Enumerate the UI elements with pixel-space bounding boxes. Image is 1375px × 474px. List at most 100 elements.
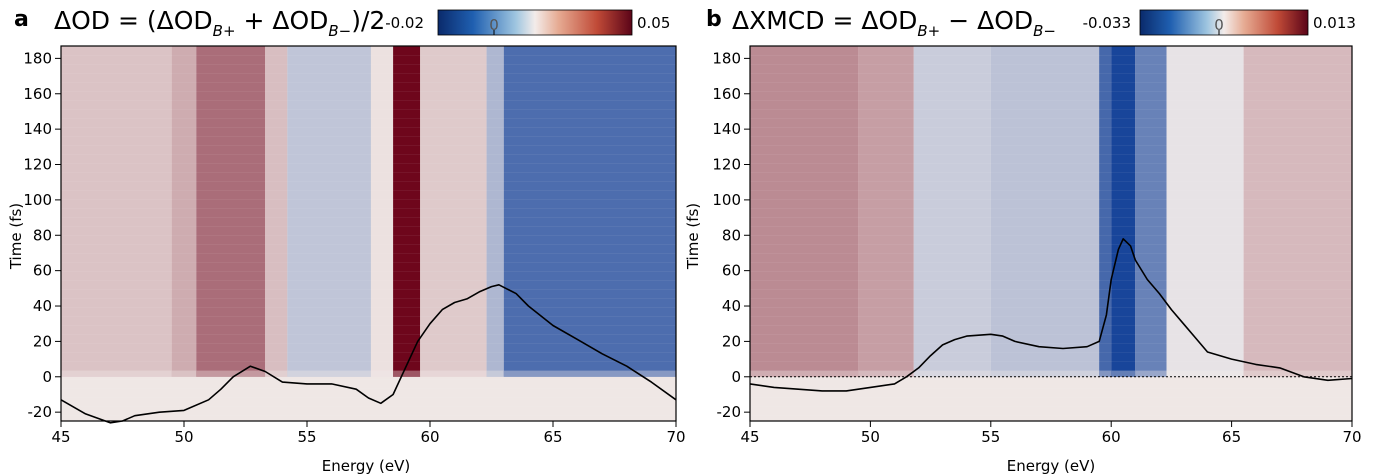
panel-b-heatmap-texture (750, 118, 1352, 119)
panel-b-heatmap-band (1243, 46, 1352, 377)
panel-a-y-tick-label: 40 (33, 297, 52, 315)
panel-a-title: ΔOD = (ΔODB+ + ΔODB−)/2 (54, 6, 385, 40)
panel-a-spectrum-line (60, 283, 677, 424)
panel-a-heatmap-texture (61, 226, 676, 227)
panel-a-colorbar-zero: 0 (489, 16, 499, 34)
panel-b-heatmap-texture (750, 226, 1352, 227)
panel-b-heatmap-texture (750, 55, 1352, 56)
panel-a-heatmap-texture (61, 154, 676, 155)
panel-a-heatmap-band-fade (486, 370, 504, 377)
panel-a-y-tick-label: 100 (23, 191, 52, 209)
panel-a-heatmap-texture (61, 352, 676, 353)
panel-a-heatmap-band (265, 46, 288, 377)
panel-b-y-tick-label: 0 (731, 368, 741, 386)
panel-a-heatmap-texture (61, 298, 676, 299)
panel-b-spectrum-line (749, 238, 1353, 392)
panel-a-x-tick-label: 70 (666, 428, 685, 446)
panel-a-heatmap-band (287, 46, 371, 377)
panel-b-x-tick-label: 70 (1342, 428, 1361, 446)
panel-b-heatmap-band-fade (1135, 370, 1167, 377)
panel-a-heatmap-texture (61, 55, 676, 56)
panel-b-heatmap-texture (750, 208, 1352, 209)
panel-b-heatmap-texture (750, 397, 1352, 398)
panel-a-heatmap-band-fade (196, 370, 266, 377)
panel-b-heatmap-texture (750, 163, 1352, 164)
panel-b-heatmap-texture (750, 172, 1352, 173)
panel-b-y-tick-label: -20 (717, 403, 742, 421)
panel-b-heatmap-texture (750, 127, 1352, 128)
panel-a-heatmap-band (503, 46, 676, 377)
panel-a-heatmap-texture (61, 379, 676, 380)
panel-b-heatmap-band-fade (913, 370, 991, 377)
panel-b-y-tick-label: 40 (722, 297, 741, 315)
panel-b-heatmap-texture (750, 316, 1352, 317)
panel-a-heatmap-band-fade (61, 370, 172, 377)
panel-a-y-tick-label: -20 (28, 403, 53, 421)
panel-a-y-tick-label: 120 (23, 156, 52, 174)
panel-a-y-tick-label: 80 (33, 226, 52, 244)
panel-a-x-tick-label: 45 (51, 428, 70, 446)
panel-b-x-tick-label: 60 (1102, 428, 1121, 446)
panel-b-heatmap-band-fade (1099, 370, 1112, 377)
panel-b-heatmap-texture (750, 235, 1352, 236)
panel-b-heatmap-texture (750, 415, 1352, 416)
panel-a-heatmap-band (393, 46, 421, 377)
panel-b-heatmap-band-fade (990, 370, 1100, 377)
panel-b-heatmap-band (1099, 46, 1112, 377)
panel-b-heatmap-texture (750, 406, 1352, 407)
panel-b-heatmap-texture (750, 64, 1352, 65)
panel-a-y-tick-label: 180 (23, 49, 52, 67)
panel-a-x-tick-label: 65 (543, 428, 562, 446)
panel-b-heatmap-texture (750, 352, 1352, 353)
panel-b-heatmap-band (913, 46, 991, 377)
panel-a-heatmap-texture (61, 388, 676, 389)
panel-a-heatmap-band (61, 46, 172, 377)
panel-b-heatmap-texture (750, 199, 1352, 200)
panel-b-heatmap-texture (750, 145, 1352, 146)
panel-b-heatmap-texture (750, 370, 1352, 371)
panel-a-y-tick-label: 60 (33, 262, 52, 280)
panel-b-x-tick-label: 65 (1222, 428, 1241, 446)
panel-a-heatmap-texture (61, 145, 676, 146)
panel-a-y-tick-label: 0 (42, 368, 52, 386)
panel-a-heatmap-texture (61, 334, 676, 335)
panel-a-heatmap-texture (61, 172, 676, 173)
panel-b-heatmap-band (858, 46, 914, 377)
panel-a-heatmap-texture (61, 316, 676, 317)
panel-a-heatmap-texture (61, 208, 676, 209)
panel-b-heatmap-texture (750, 325, 1352, 326)
panel-a-heatmap-texture (61, 343, 676, 344)
panel-a-heatmap-texture (61, 217, 676, 218)
panel-a-heatmap-band (370, 46, 394, 377)
panel-b-heatmap-texture (750, 136, 1352, 137)
panel-b-heatmap-texture (750, 181, 1352, 182)
panel-a-heatmap-texture (61, 307, 676, 308)
panel-a-heatmap-texture (61, 361, 676, 362)
panel-b-heatmap-texture (750, 289, 1352, 290)
panel-a-heatmap-texture (61, 406, 676, 407)
panel-a-heatmap-texture (61, 64, 676, 65)
panel-b: b ΔXMCD = ΔODB+ − ΔODB− -0.033 0 0.013 4… (684, 6, 1362, 474)
panel-b-y-axis-label: Time (fs) (684, 203, 702, 270)
panel-a-heatmap-band (486, 46, 504, 377)
panel-a-colorbar-min: -0.02 (385, 14, 424, 32)
panel-b-heatmap-texture (750, 82, 1352, 83)
panel-a-plot-frame (60, 45, 677, 422)
panel-a: a ΔOD = (ΔODB+ + ΔODB−)/2 -0.02 0 0.05 4… (7, 6, 686, 474)
panel-b-heatmap-texture (750, 343, 1352, 344)
panel-a-heatmap-texture (61, 415, 676, 416)
panel-a-heatmap-texture (61, 82, 676, 83)
panel-b-letter: b (706, 7, 722, 32)
panel-b-heatmap-band-fade (1111, 370, 1136, 377)
panel-a-x-tick-label: 50 (174, 428, 193, 446)
panel-a-x-axis-label: Energy (eV) (322, 457, 410, 474)
panel-a-heatmap-texture (61, 289, 676, 290)
panel-b-x-axis-label: Energy (eV) (1007, 457, 1095, 474)
panel-b-title: ΔXMCD = ΔODB+ − ΔODB− (732, 6, 1056, 40)
panel-a-heatmap-texture (61, 325, 676, 326)
panel-b-heatmap-texture (750, 379, 1352, 380)
panel-b-heatmap-band (990, 46, 1100, 377)
panel-b-colorbar-zero: 0 (1214, 16, 1224, 34)
panel-b-y-tick-label: 180 (712, 49, 741, 67)
panel-a-heatmap-texture (61, 127, 676, 128)
